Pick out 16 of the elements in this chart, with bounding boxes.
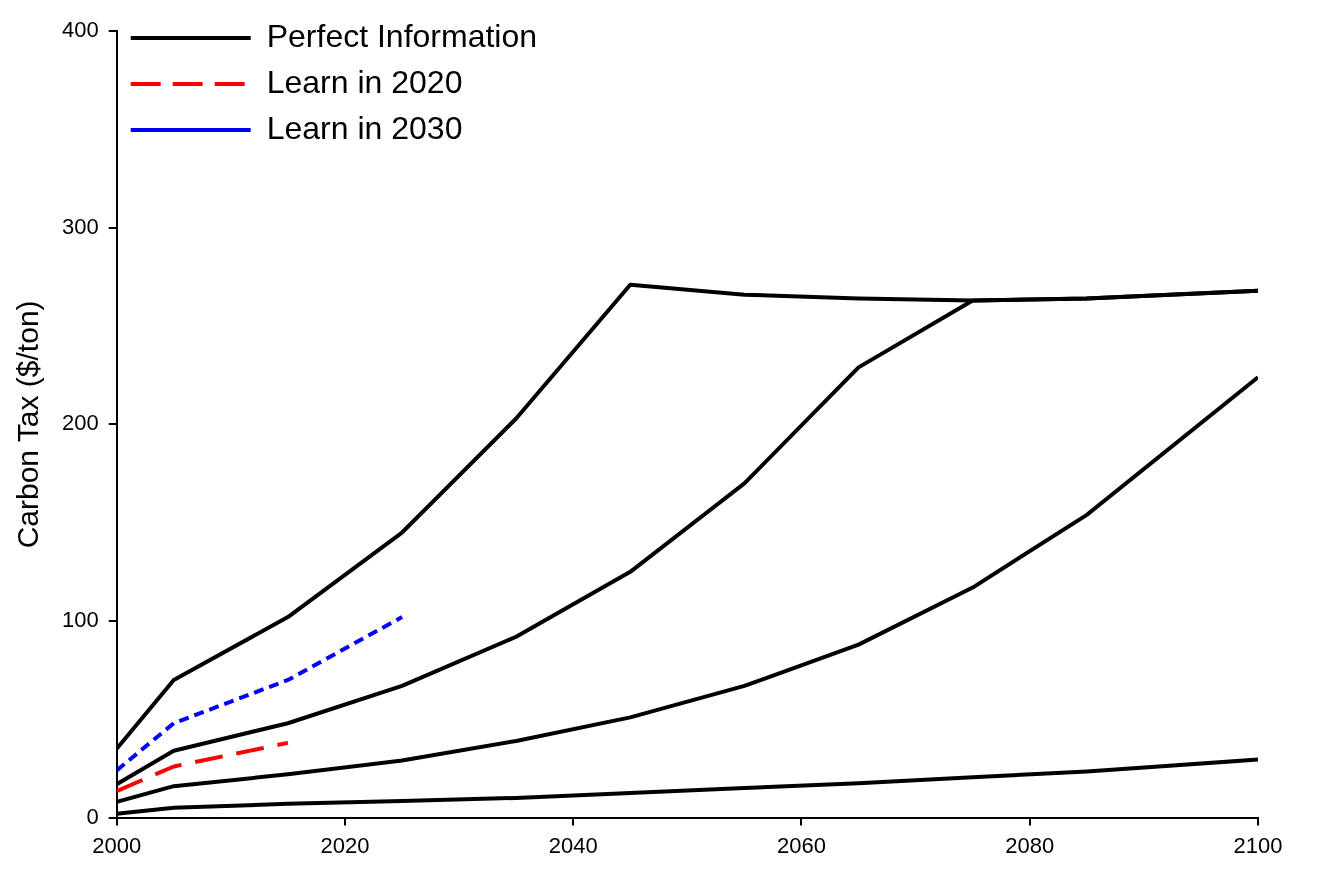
y-tick-label: 100 (61, 607, 99, 633)
x-tick-label: 2040 (548, 832, 598, 858)
x-tick-label: 2080 (1005, 832, 1055, 858)
y-tick-label: 0 (86, 803, 99, 829)
y-axis-title: Carbon Tax ($/ton) (11, 300, 45, 549)
y-tick-label: 400 (61, 17, 99, 43)
x-tick-label: 2060 (777, 832, 826, 858)
x-tick-label: 2020 (320, 832, 370, 858)
line-series (116, 615, 405, 773)
legend-label: Learn in 2030 (266, 109, 463, 146)
x-tick-label: 2100 (1233, 832, 1283, 858)
x-tick-label: 2000 (92, 832, 142, 858)
legend-label: Learn in 2020 (266, 63, 463, 100)
y-tick-label: 300 (61, 213, 99, 239)
y-tick-label: 200 (61, 410, 99, 436)
legend-label: Perfect Information (266, 17, 538, 54)
